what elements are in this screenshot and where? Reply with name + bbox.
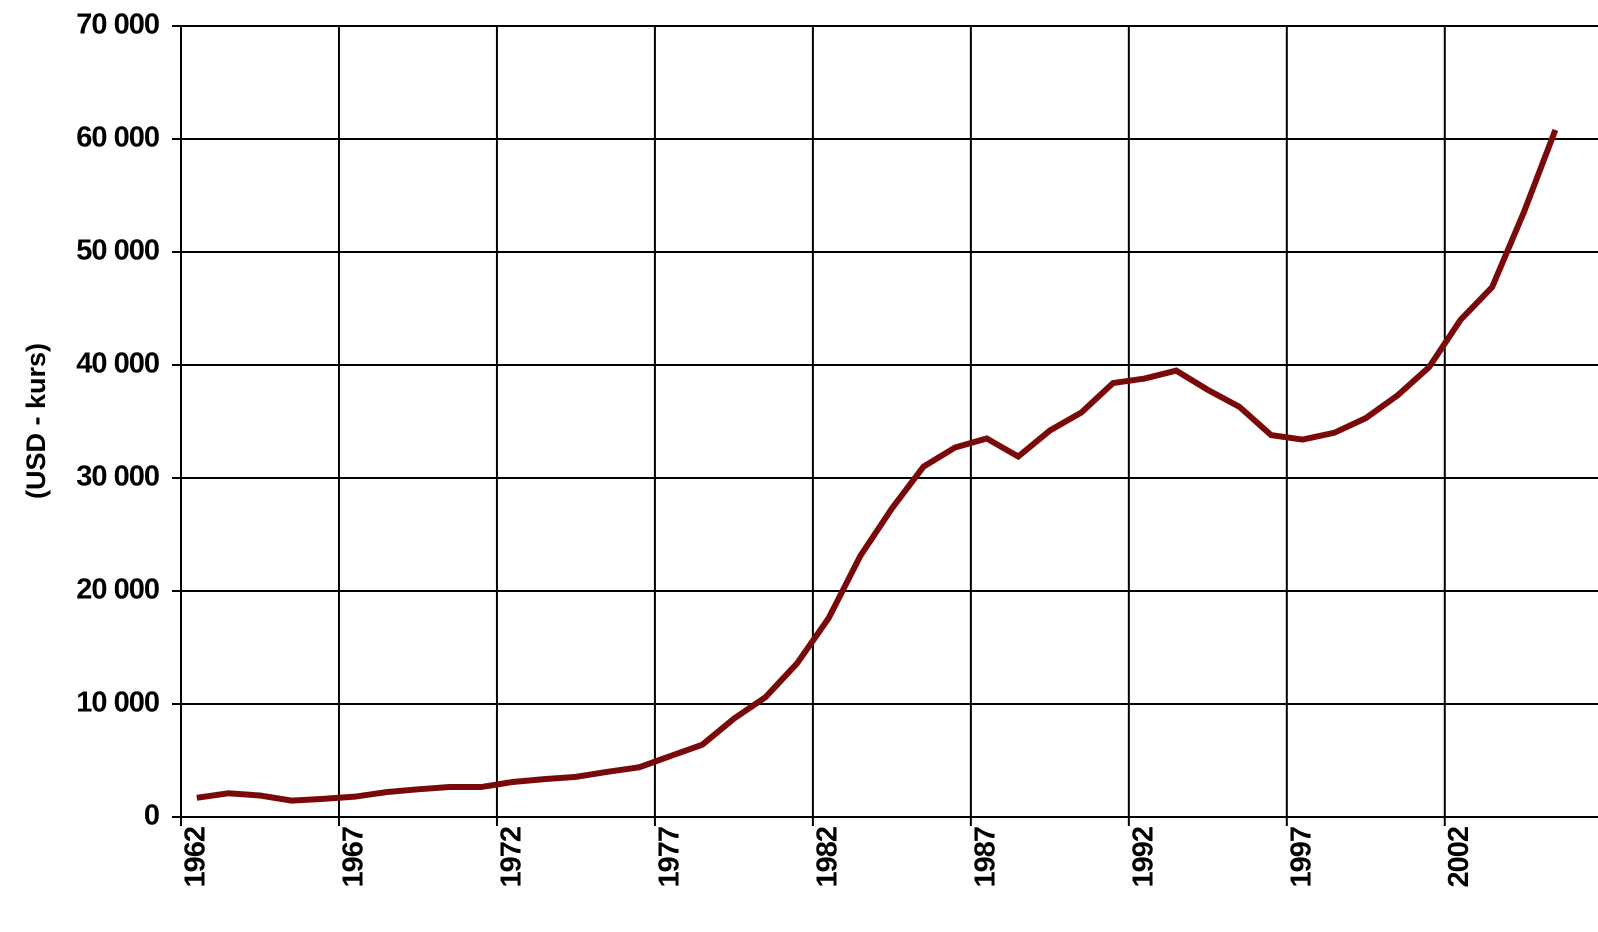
y-tick-label: 20 000 [76, 574, 159, 606]
x-tick-label: 1992 [1127, 827, 1159, 888]
x-tick-label: 2002 [1443, 827, 1475, 888]
x-tick-label: 1962 [179, 827, 211, 888]
x-tick-label: 1987 [969, 827, 1001, 888]
y-tick-label: 60 000 [76, 122, 159, 154]
data-line [196, 128, 1559, 804]
y-tick-label: 50 000 [76, 235, 159, 267]
y-tick-label: 10 000 [76, 687, 159, 719]
y-tick-label: 70 000 [76, 9, 159, 41]
x-tick-label: 1967 [337, 827, 369, 888]
x-tick-label: 1972 [495, 827, 527, 888]
x-tick-label: 1977 [653, 827, 685, 888]
x-tick-label: 1982 [811, 827, 843, 888]
y-axis-label: (USD - kurs) [21, 343, 51, 499]
y-tick-label: 30 000 [76, 461, 159, 493]
y-tick-label: 40 000 [76, 348, 159, 380]
x-tick-label: 1997 [1285, 827, 1317, 888]
y-tick-label: 0 [144, 800, 159, 832]
